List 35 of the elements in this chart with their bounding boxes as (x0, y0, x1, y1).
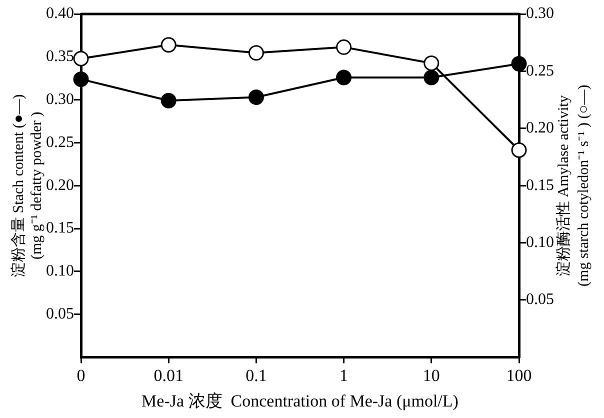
y2-tick-label: 0.30 (526, 5, 554, 22)
y-tick-label: 0.20 (46, 176, 74, 194)
point (511, 56, 527, 72)
point (160, 92, 176, 108)
y-tick-label: 0.35 (46, 48, 74, 66)
x-tick-label: 10 (422, 366, 440, 385)
point (336, 70, 352, 86)
x-axis-title: Me-Ja 浓度 Concentration of Me-Ja (μmol/L) (142, 391, 458, 410)
x-tick-label: 0.1 (246, 366, 267, 385)
y-tick-label: 0.25 (46, 134, 74, 151)
y-tick-label: 0.40 (46, 5, 74, 22)
point (424, 55, 440, 71)
x-tick-label: 0 (76, 366, 86, 385)
y2-tick-label: 0.15 (526, 176, 554, 194)
point (73, 71, 89, 87)
point (160, 37, 176, 53)
y2-tick-label: 0.20 (526, 120, 554, 137)
x-tick-label: 1 (340, 366, 348, 385)
point (73, 50, 89, 66)
point (336, 39, 352, 55)
y2-axis-title: 淀粉酶活性 Amylase activity (mg starch cotyledon⁻¹ s⁻¹ ) (○—) (554, 84, 592, 286)
y-tick-label: 0.05 (46, 306, 74, 323)
y2-tick-label: 0.25 (526, 62, 554, 80)
x-tick-label: 0.01 (154, 366, 184, 385)
y-axis-title: 淀粉含量 Stach content (●—) (mg g⁻¹ defatty powder ) (10, 94, 45, 277)
point (424, 70, 440, 86)
y2-tick-label: 0.05 (526, 291, 554, 308)
y-tick-label: 0.10 (46, 262, 74, 280)
y-tick-label: 0.30 (46, 91, 74, 108)
y-tick-label: 0.15 (46, 220, 74, 237)
point (248, 45, 264, 61)
x-tick-label: 100 (506, 366, 532, 385)
point (248, 89, 264, 105)
y2-tick-label: 0.10 (526, 234, 554, 252)
point (511, 142, 527, 158)
